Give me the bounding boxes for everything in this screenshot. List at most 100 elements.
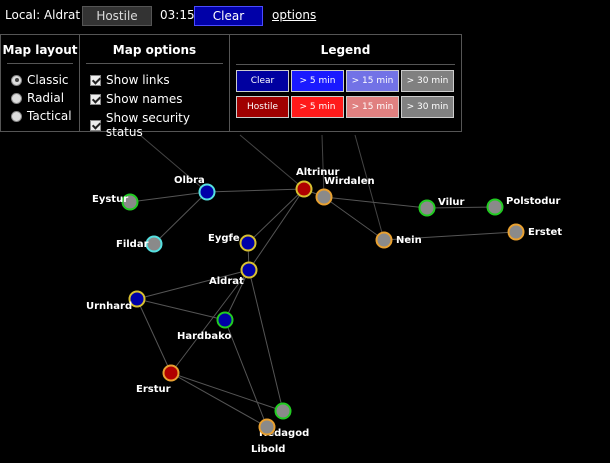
- system-label: Erstur: [136, 384, 171, 395]
- divider: [86, 63, 223, 64]
- system-dot[interactable]: [295, 180, 313, 198]
- legend-panel: Legend Clear > 5 min > 15 min > 30 min H…: [229, 34, 462, 132]
- system-label: Wirdalen: [324, 176, 375, 187]
- system-label: Vilur: [438, 197, 465, 208]
- system-label: Aldrat: [209, 276, 244, 287]
- map-link: [248, 188, 305, 271]
- map-layout-panel: Map layout Classic Radial Tactical: [0, 34, 80, 132]
- layout-option-radial[interactable]: Radial: [11, 91, 64, 105]
- checkbox-checked-icon[interactable]: [90, 93, 101, 105]
- system-dot[interactable]: [375, 231, 393, 249]
- legend-clear-30min-swatch[interactable]: > 30 min: [401, 70, 454, 92]
- map-link: [136, 298, 172, 374]
- radio-icon[interactable]: [11, 110, 22, 122]
- timer-text: 03:15: [160, 8, 195, 22]
- system-node-eygfe[interactable]: Eygfe: [208, 233, 257, 252]
- layout-option-label: Classic: [27, 73, 69, 87]
- system-node-polstodur[interactable]: Polstodur: [486, 196, 561, 216]
- map-link: [136, 269, 250, 300]
- system-node-olbra[interactable]: Olbra: [174, 175, 216, 201]
- radio-icon[interactable]: [11, 92, 22, 104]
- system-node-vilur[interactable]: Vilur: [418, 197, 465, 217]
- map-link: [323, 196, 428, 209]
- top-bar: Local: Aldrat Hostile 03:15 Clear option…: [0, 0, 610, 31]
- system-node-erstur[interactable]: Erstur: [136, 364, 180, 396]
- system-dot[interactable]: [145, 235, 163, 253]
- system-dot[interactable]: [128, 290, 146, 308]
- system-dot[interactable]: [418, 199, 436, 217]
- system-dot[interactable]: [240, 261, 258, 279]
- legend-clear-swatch[interactable]: Clear: [236, 70, 289, 92]
- system-node-altrinur[interactable]: Altrinur: [295, 167, 340, 198]
- system-label: Urnhard: [86, 301, 132, 312]
- map-link: [321, 134, 325, 198]
- clear-button[interactable]: Clear: [194, 6, 263, 26]
- system-dot[interactable]: [486, 198, 504, 216]
- system-dot[interactable]: [274, 402, 292, 420]
- system-label: Erstet: [528, 227, 562, 238]
- legend-hostile-15min-swatch[interactable]: > 15 min: [346, 96, 399, 118]
- system-node-eystur[interactable]: Eystur: [92, 193, 139, 211]
- system-label: Hedagod: [259, 428, 309, 439]
- system-label: Hardbako: [177, 331, 231, 342]
- system-dot[interactable]: [507, 223, 525, 241]
- option-label: Show security status: [105, 111, 190, 139]
- show-links-option[interactable]: Show links: [90, 73, 170, 87]
- option-label: Show names: [106, 92, 183, 106]
- system-node-urnhard[interactable]: Urnhard: [86, 290, 146, 313]
- layout-option-tactical[interactable]: Tactical: [11, 109, 72, 123]
- layout-option-classic[interactable]: Classic: [11, 73, 69, 87]
- checkbox-checked-icon[interactable]: [90, 119, 101, 131]
- map-link: [139, 134, 208, 193]
- map-link: [129, 191, 208, 203]
- layout-option-label: Tactical: [27, 109, 72, 123]
- system-dot[interactable]: [315, 188, 333, 206]
- system-dot[interactable]: [121, 193, 139, 211]
- system-label: Fildar: [116, 239, 149, 250]
- map-link: [248, 269, 284, 412]
- system-node-hedagod[interactable]: Hedagod: [259, 402, 309, 440]
- hostile-button[interactable]: Hostile: [82, 6, 152, 26]
- legend-clear-5min-swatch[interactable]: > 5 min: [291, 70, 344, 92]
- options-link[interactable]: options: [272, 8, 317, 22]
- legend-hostile-30min-swatch[interactable]: > 30 min: [401, 96, 454, 118]
- map-link: [426, 206, 496, 209]
- map-link: [323, 196, 385, 241]
- map-options-panel: Map options Show links Show names Show s…: [79, 34, 230, 139]
- system-label: Olbra: [174, 175, 205, 186]
- system-node-libold[interactable]: Libold: [251, 418, 285, 456]
- radio-selected-icon[interactable]: [11, 74, 22, 86]
- map-link: [170, 372, 268, 428]
- system-node-fildar[interactable]: Fildar: [116, 235, 163, 253]
- divider: [236, 64, 455, 65]
- legend-hostile-swatch[interactable]: Hostile: [236, 96, 289, 118]
- map-link: [247, 188, 305, 244]
- system-dot[interactable]: [258, 418, 276, 436]
- system-node-hardbako[interactable]: Hardbako: [177, 311, 234, 343]
- map-link: [354, 134, 385, 241]
- legend-clear-15min-swatch[interactable]: > 15 min: [346, 70, 399, 92]
- system-dot[interactable]: [162, 364, 180, 382]
- system-label: Polstodur: [506, 196, 561, 207]
- system-label: Nein: [396, 235, 422, 246]
- map-link: [224, 269, 250, 321]
- system-label: Altrinur: [296, 167, 340, 178]
- system-dot[interactable]: [198, 183, 216, 201]
- system-label: Eystur: [92, 194, 128, 205]
- system-label: Eygfe: [208, 233, 240, 244]
- system-node-aldrat[interactable]: Aldrat: [209, 261, 258, 288]
- system-label: Libold: [251, 444, 285, 455]
- show-names-option[interactable]: Show names: [90, 92, 182, 106]
- legend-hostile-5min-swatch[interactable]: > 5 min: [291, 96, 344, 118]
- map-options-title: Map options: [112, 43, 197, 57]
- show-security-status-option[interactable]: Show security status: [90, 111, 229, 139]
- checkbox-checked-icon[interactable]: [90, 74, 101, 86]
- system-dot[interactable]: [216, 311, 234, 329]
- system-node-erstet[interactable]: Erstet: [507, 223, 563, 241]
- system-node-nein[interactable]: Nein: [375, 231, 422, 249]
- system-dot[interactable]: [239, 234, 257, 252]
- map-link: [170, 269, 250, 374]
- map-link: [206, 188, 305, 193]
- system-node-wirdalen[interactable]: Wirdalen: [315, 176, 375, 206]
